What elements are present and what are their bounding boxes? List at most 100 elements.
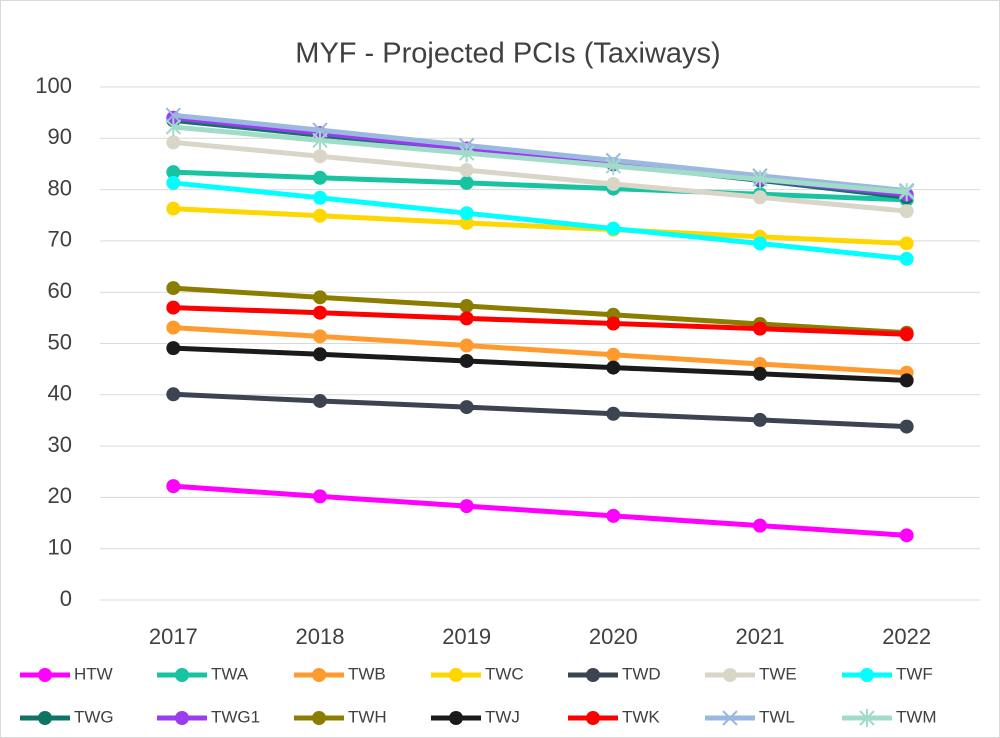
y-tick-label: 100 [35, 73, 72, 98]
series-line [173, 124, 907, 195]
marker [898, 183, 915, 202]
marker-stroke [165, 107, 182, 123]
marker [166, 479, 181, 494]
legend-label: TWG1 [211, 707, 260, 726]
x-tick-label: 2021 [736, 624, 785, 649]
marker [175, 668, 189, 682]
marker [313, 305, 327, 320]
marker [722, 710, 738, 726]
marker [166, 135, 181, 150]
legend-label: TWG [74, 707, 114, 726]
marker [753, 321, 767, 336]
marker [312, 668, 326, 682]
marker [175, 711, 189, 725]
series-line [173, 305, 907, 337]
x-tick-label: 2019 [442, 624, 491, 649]
marker [753, 236, 767, 251]
marker [166, 165, 181, 180]
marker [606, 316, 621, 331]
x-tick-label: 2018 [296, 624, 345, 649]
marker [606, 347, 621, 362]
y-tick-label: 80 [48, 175, 72, 200]
y-tick-label: 70 [48, 227, 72, 252]
y-tick-label: 60 [48, 278, 72, 303]
marker [753, 366, 767, 381]
marker [166, 387, 181, 402]
marker [459, 338, 474, 353]
marker [38, 711, 52, 725]
y-tick-label: 90 [48, 124, 72, 149]
series-line [173, 325, 907, 376]
marker [459, 311, 474, 326]
marker [606, 221, 621, 236]
marker [312, 131, 328, 150]
marker [606, 406, 621, 421]
series-line [173, 483, 907, 538]
marker [459, 163, 474, 178]
legend-label: TWM [896, 707, 937, 726]
marker [586, 668, 600, 682]
marker [860, 668, 874, 682]
marker [606, 508, 621, 523]
marker [859, 708, 875, 728]
marker [753, 357, 767, 372]
marker [723, 668, 737, 682]
marker [313, 393, 327, 408]
marker [459, 299, 474, 314]
marker [166, 175, 181, 190]
marker [459, 215, 474, 230]
legend-label: TWF [896, 664, 933, 683]
y-tick-label: 30 [48, 432, 72, 457]
marker [752, 170, 768, 189]
legend-label: TWJ [485, 707, 520, 726]
y-tick-label: 10 [48, 535, 72, 560]
marker [313, 489, 327, 504]
marker [313, 149, 327, 164]
marker-stroke [722, 710, 738, 726]
marker [312, 711, 326, 725]
marker [899, 251, 914, 266]
legend-label: TWH [348, 707, 387, 726]
marker [459, 175, 474, 190]
marker [166, 300, 181, 315]
marker [449, 711, 463, 725]
series-line [173, 285, 907, 336]
legend-label: TWB [348, 664, 386, 683]
x-tick-label: 2022 [882, 624, 931, 649]
y-tick-label: 0 [60, 586, 72, 611]
marker [166, 281, 181, 296]
legend-label: TWC [485, 664, 524, 683]
series-line [173, 391, 907, 430]
marker [606, 176, 621, 191]
marker [459, 499, 474, 514]
y-tick-label: 20 [48, 483, 72, 508]
y-tick-label: 50 [48, 329, 72, 354]
marker [165, 107, 182, 123]
marker [313, 208, 327, 223]
series-line [173, 206, 907, 246]
marker [606, 360, 621, 375]
marker [166, 320, 181, 335]
marker [38, 668, 52, 682]
marker [459, 400, 474, 415]
legend-label: TWL [759, 707, 795, 726]
legend-label: HTW [74, 664, 113, 683]
marker [166, 341, 181, 356]
marker [313, 190, 327, 205]
legend-label: TWD [622, 664, 661, 683]
marker [313, 170, 327, 185]
marker [166, 201, 181, 216]
marker [753, 518, 767, 533]
y-tick-label: 40 [48, 381, 72, 406]
series-line [173, 139, 907, 214]
marker [586, 711, 600, 725]
series-line [173, 169, 907, 203]
marker [899, 327, 914, 342]
marker [899, 528, 914, 543]
marker [899, 373, 914, 388]
x-tick-label: 2020 [589, 624, 638, 649]
series-line [173, 112, 907, 194]
marker [165, 117, 182, 137]
marker [899, 236, 914, 251]
